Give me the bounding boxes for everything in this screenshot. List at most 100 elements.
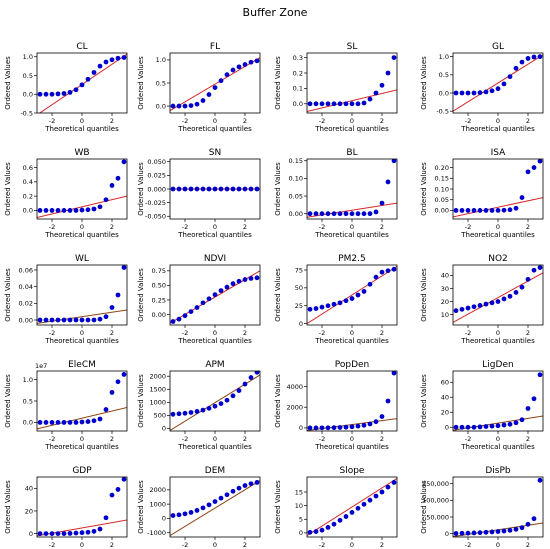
y-tick-label: 0.0 bbox=[23, 91, 33, 99]
data-point bbox=[200, 300, 206, 306]
data-point bbox=[379, 489, 385, 495]
data-point bbox=[103, 314, 109, 320]
data-point bbox=[349, 211, 355, 217]
data-point bbox=[224, 492, 230, 498]
fit-line bbox=[307, 266, 397, 324]
data-point bbox=[85, 419, 91, 424]
y-tick-label: -0.5 bbox=[436, 107, 449, 115]
data-point bbox=[109, 492, 115, 498]
data-point bbox=[182, 103, 188, 109]
data-point bbox=[91, 206, 97, 212]
x-tick-label: 0 bbox=[213, 223, 217, 231]
data-point bbox=[73, 317, 79, 323]
data-point bbox=[206, 296, 212, 302]
data-point bbox=[182, 313, 188, 319]
x-tick-label: 2 bbox=[380, 223, 384, 231]
x-tick-label: 0 bbox=[496, 329, 500, 337]
data-point bbox=[349, 510, 355, 515]
data-point bbox=[495, 86, 501, 92]
data-point bbox=[349, 424, 355, 430]
data-point bbox=[91, 418, 97, 424]
x-tick-label: -2 bbox=[465, 435, 471, 443]
data-point bbox=[109, 183, 115, 188]
data-point bbox=[349, 296, 355, 301]
y-tick-label: 1.0 bbox=[439, 53, 449, 61]
data-point bbox=[254, 58, 260, 64]
y-tick-label: 0.04 bbox=[19, 283, 33, 291]
x-tick-label: -2 bbox=[465, 541, 471, 549]
y-tick-label: 0.05 bbox=[289, 192, 303, 200]
data-point bbox=[230, 488, 236, 494]
x-tick-label: 2 bbox=[243, 117, 247, 125]
data-point bbox=[103, 407, 109, 412]
data-point bbox=[483, 208, 489, 213]
data-point bbox=[170, 411, 176, 417]
y-tick-label: 0.00 bbox=[289, 210, 303, 218]
data-point bbox=[313, 101, 319, 107]
subplot-slope: Slope-202051015Theoretical quantilesOrde… bbox=[274, 466, 398, 549]
data-point bbox=[525, 406, 531, 411]
x-axis-label: Theoretical quantiles bbox=[460, 337, 535, 345]
data-point bbox=[355, 101, 361, 107]
subplot-title: PM2.5 bbox=[338, 254, 366, 264]
data-point bbox=[37, 91, 43, 97]
data-point bbox=[236, 186, 242, 192]
data-point bbox=[242, 62, 248, 67]
data-point bbox=[319, 527, 325, 533]
data-point bbox=[313, 425, 319, 431]
data-point bbox=[501, 296, 507, 302]
y-tick-label: 0 bbox=[299, 529, 303, 537]
data-point bbox=[206, 92, 212, 97]
data-point bbox=[115, 379, 121, 385]
data-point bbox=[391, 480, 397, 485]
y-tick-label: 75 bbox=[295, 266, 303, 274]
data-point bbox=[525, 521, 531, 527]
data-point bbox=[115, 487, 121, 492]
data-point bbox=[373, 419, 379, 425]
data-point bbox=[67, 530, 73, 536]
data-point bbox=[176, 103, 182, 109]
data-point bbox=[337, 517, 343, 523]
x-tick-label: -2 bbox=[49, 223, 55, 231]
subplot-title: DisPb bbox=[485, 466, 511, 476]
data-point bbox=[379, 414, 385, 419]
data-point bbox=[471, 304, 477, 310]
data-point bbox=[483, 301, 489, 307]
data-point bbox=[453, 531, 459, 536]
data-point bbox=[489, 300, 495, 306]
x-tick-label: 0 bbox=[350, 541, 354, 549]
data-point bbox=[355, 211, 361, 217]
y-tick-label: 0.00 bbox=[19, 316, 33, 324]
y-tick-label: 0.5 bbox=[23, 72, 33, 80]
data-point bbox=[391, 55, 397, 61]
data-point bbox=[55, 420, 61, 425]
data-point bbox=[531, 267, 537, 273]
data-point bbox=[325, 425, 331, 431]
subplot-wl: WL -2 0 2 0.00 0.02 0.04 0.06 Theoretical quanti… bbox=[4, 254, 128, 345]
x-tick-label: -2 bbox=[319, 223, 325, 231]
data-point bbox=[501, 528, 507, 534]
data-point bbox=[212, 499, 218, 504]
data-point bbox=[391, 159, 397, 164]
data-point bbox=[200, 98, 206, 103]
data-point bbox=[319, 211, 325, 217]
subplot-title: NO2 bbox=[488, 254, 508, 264]
y-tick-label: -0.5 bbox=[20, 109, 33, 117]
y-tick-label: 40 bbox=[441, 272, 449, 280]
data-point bbox=[361, 422, 367, 428]
x-axis-label: Theoretical quantiles bbox=[460, 443, 535, 451]
data-point bbox=[537, 54, 543, 60]
y-tick-label: 0.0 bbox=[23, 207, 33, 215]
y-tick-label: 1.0 bbox=[23, 376, 33, 384]
data-point bbox=[331, 211, 337, 217]
data-point bbox=[307, 101, 313, 107]
y-axis-label: Ordered Values bbox=[274, 480, 282, 534]
y-axis-label: Ordered Values bbox=[4, 480, 12, 534]
data-point bbox=[49, 317, 55, 323]
data-point bbox=[121, 477, 127, 482]
data-point bbox=[495, 208, 501, 213]
data-point bbox=[79, 317, 85, 323]
data-point bbox=[519, 417, 525, 423]
data-point bbox=[313, 529, 319, 534]
